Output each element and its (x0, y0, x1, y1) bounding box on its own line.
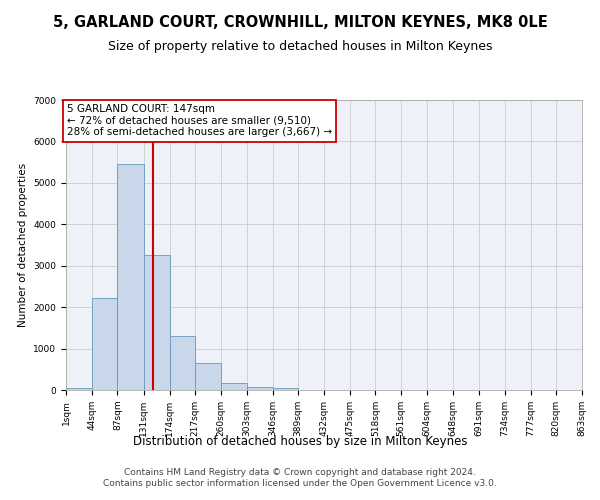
Bar (247, 386, 272, 390)
Text: Size of property relative to detached houses in Milton Keynes: Size of property relative to detached ho… (108, 40, 492, 53)
Bar (92, 298, 118, 390)
Bar (118, 164, 144, 390)
Bar (144, 256, 170, 390)
Text: Distribution of detached houses by size in Milton Keynes: Distribution of detached houses by size … (133, 435, 467, 448)
Text: 5, GARLAND COURT, CROWNHILL, MILTON KEYNES, MK8 0LE: 5, GARLAND COURT, CROWNHILL, MILTON KEYN… (53, 15, 547, 30)
Text: Contains HM Land Registry data © Crown copyright and database right 2024.
Contai: Contains HM Land Registry data © Crown c… (103, 468, 497, 487)
Y-axis label: Number of detached properties: Number of detached properties (18, 163, 28, 327)
Bar (221, 383, 247, 390)
Bar (170, 336, 195, 390)
Bar (195, 364, 221, 390)
Bar (272, 388, 298, 390)
Text: 5 GARLAND COURT: 147sqm
← 72% of detached houses are smaller (9,510)
28% of semi: 5 GARLAND COURT: 147sqm ← 72% of detache… (67, 104, 332, 138)
Bar (66, 388, 92, 390)
